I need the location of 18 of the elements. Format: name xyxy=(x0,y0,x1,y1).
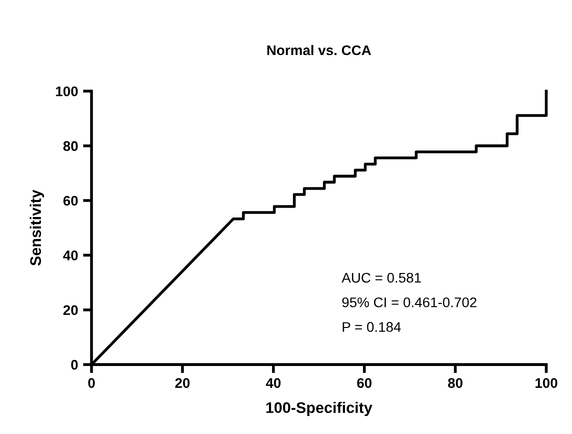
y-tick-label: 100 xyxy=(56,86,78,96)
y-tick-label: 20 xyxy=(63,305,78,316)
y-axis-title: Sensitivity xyxy=(30,190,44,266)
annotation: 95% CI = 0.461-0.702 xyxy=(342,297,476,308)
x-tick-label: 80 xyxy=(448,378,462,388)
chart-title: Normal vs. CCA xyxy=(267,44,372,56)
x-axis-title: 100-Specificity xyxy=(266,402,372,416)
x-tick-label: 60 xyxy=(357,378,372,388)
x-tick-label: 40 xyxy=(266,378,281,388)
x-tick-label: 0 xyxy=(88,378,95,388)
x-tick-label: 100 xyxy=(536,378,558,388)
y-tick-label: 40 xyxy=(63,250,78,260)
y-tick-label: 80 xyxy=(63,141,78,151)
y-tick-label: 60 xyxy=(63,196,78,206)
annotation: AUC = 0.581 xyxy=(342,272,421,283)
x-tick-label: 20 xyxy=(175,378,190,388)
y-tick-label: 0 xyxy=(71,360,78,370)
annotation: P = 0.184 xyxy=(342,322,401,332)
